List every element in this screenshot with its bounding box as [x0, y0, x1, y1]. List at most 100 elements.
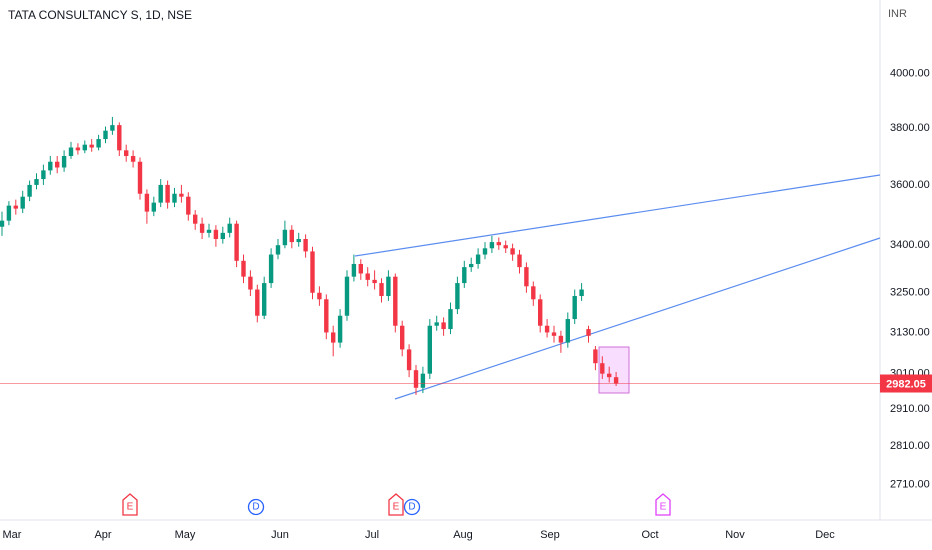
candle-body	[386, 276, 391, 297]
event-badge	[388, 493, 404, 516]
candle-body	[482, 248, 488, 255]
candle-body	[130, 156, 136, 162]
candle-body	[103, 130, 108, 140]
event-badge	[655, 493, 671, 516]
candle-body	[248, 276, 253, 290]
lower-trend-line	[394, 237, 881, 400]
y-tick-label: 3130.00	[890, 326, 930, 338]
y-tick-label: 3800.00	[890, 122, 930, 134]
candle-body	[227, 223, 232, 233]
candle-body	[34, 179, 39, 185]
event-badge	[247, 498, 265, 516]
candle-body	[151, 202, 156, 212]
candle-body	[193, 214, 198, 224]
candle-body	[572, 296, 577, 320]
candle-body	[393, 276, 398, 326]
candle-body	[475, 254, 481, 264]
candle-body	[531, 286, 536, 300]
candle-body	[510, 248, 515, 255]
x-tick-label: Jun	[271, 529, 289, 541]
candle-body	[544, 325, 550, 333]
y-tick-label: 3400.00	[890, 239, 930, 251]
x-tick-label: May	[175, 529, 196, 541]
candle-body	[600, 363, 605, 374]
candle-body	[48, 161, 53, 171]
candle-body	[255, 289, 260, 316]
event-label: E	[393, 502, 400, 513]
candle-body	[206, 229, 212, 233]
candle-body	[593, 349, 598, 364]
candle-body	[275, 245, 281, 255]
candle-body	[310, 251, 315, 293]
x-tick-label: Sep	[540, 529, 560, 541]
candle-body	[434, 322, 439, 326]
event-badge	[403, 498, 421, 516]
candle-body	[234, 223, 239, 261]
x-tick-label: Nov	[725, 529, 745, 541]
candle-body	[427, 325, 432, 374]
candle-body	[469, 263, 474, 268]
candle-body	[317, 292, 322, 300]
candle-body	[303, 239, 308, 252]
marks-layer	[0, 116, 619, 395]
candle-body	[462, 267, 467, 284]
candle-body	[503, 245, 508, 249]
candle-body	[158, 184, 163, 203]
candle-body	[220, 232, 225, 240]
candle-body	[213, 229, 219, 240]
candle-body	[400, 325, 405, 350]
candle-body	[365, 273, 370, 280]
candle-body	[117, 125, 122, 151]
x-tick-label: Oct	[641, 529, 658, 541]
y-tick-label: 3250.00	[890, 287, 930, 299]
candle-body	[13, 205, 18, 209]
candle-body	[0, 220, 5, 227]
candle-body	[565, 319, 570, 343]
candle-body	[268, 254, 274, 284]
candle-body	[406, 349, 412, 371]
chart-title: TATA CONSULTANCY S, 1D, NSE	[8, 8, 192, 22]
x-tick-label: Aug	[453, 529, 473, 541]
y-tick-label: 2710.00	[890, 478, 930, 490]
candle-body	[324, 299, 329, 333]
candle-body	[55, 161, 60, 168]
last-price-label: 2982.05	[886, 378, 926, 390]
candle-body	[172, 193, 177, 203]
candle-body	[524, 267, 529, 287]
upper-trend-line	[354, 174, 881, 257]
candle-body	[75, 147, 81, 151]
x-tick-label: Apr	[94, 529, 111, 541]
candle-body	[137, 161, 143, 194]
candle-body	[96, 139, 101, 148]
candle-body	[186, 196, 191, 215]
candle-body	[262, 283, 267, 316]
y-tick-label: 4000.00	[890, 68, 930, 80]
candle-body	[420, 373, 426, 388]
candle-body	[586, 329, 591, 336]
y-tick-label: 2810.00	[890, 440, 930, 452]
candle-body	[441, 322, 446, 330]
event-label: D	[252, 502, 259, 513]
candle-body	[179, 193, 184, 197]
candle-body	[199, 223, 205, 233]
candle-body	[558, 335, 564, 343]
candle-body	[517, 254, 522, 268]
candle-body	[455, 283, 460, 310]
candle-body	[41, 170, 46, 180]
candle-body	[241, 260, 246, 277]
event-label: E	[127, 502, 134, 513]
candle-body	[358, 263, 363, 274]
candle-body	[551, 332, 557, 336]
candle-body	[165, 184, 170, 203]
x-tick-label: Mar	[3, 529, 22, 541]
candle-body	[496, 242, 501, 246]
x-tick-label: Dec	[815, 529, 835, 541]
currency-label: INR	[888, 8, 907, 20]
candle-body	[607, 373, 612, 378]
x-tick-label: Jul	[365, 529, 379, 541]
candle-body	[379, 283, 384, 297]
candle-body	[351, 263, 357, 277]
event-label: E	[660, 502, 667, 513]
candle-body	[448, 309, 453, 330]
